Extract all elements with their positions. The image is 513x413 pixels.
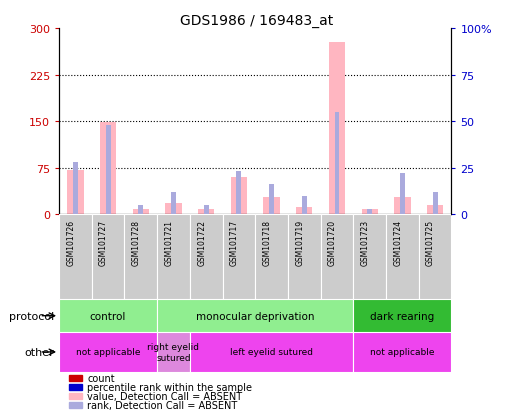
- Text: not applicable: not applicable: [76, 348, 140, 356]
- Text: control: control: [90, 311, 126, 321]
- Text: GSM101726: GSM101726: [66, 219, 75, 265]
- Bar: [139, 206, 143, 215]
- Bar: [59, 215, 92, 299]
- Bar: [106, 126, 110, 215]
- Text: GSM101722: GSM101722: [197, 219, 206, 265]
- Text: other: other: [24, 347, 54, 357]
- Bar: [73, 163, 78, 215]
- Bar: [334, 112, 340, 215]
- Text: GSM101717: GSM101717: [230, 219, 239, 265]
- Bar: [92, 215, 125, 299]
- Bar: [353, 299, 451, 332]
- Bar: [171, 192, 176, 215]
- Bar: [124, 215, 157, 299]
- Bar: [296, 207, 312, 215]
- Bar: [362, 210, 378, 215]
- Bar: [132, 210, 149, 215]
- Bar: [190, 215, 223, 299]
- Bar: [67, 170, 84, 215]
- Text: GSM101720: GSM101720: [328, 219, 337, 265]
- Bar: [263, 197, 280, 215]
- Text: GSM101719: GSM101719: [295, 219, 304, 265]
- Text: protocol: protocol: [9, 311, 54, 321]
- Bar: [329, 43, 345, 215]
- Text: value, Detection Call = ABSENT: value, Detection Call = ABSENT: [87, 391, 242, 401]
- Bar: [394, 197, 410, 215]
- Bar: [321, 215, 353, 299]
- Bar: [157, 215, 190, 299]
- Text: GSM101718: GSM101718: [263, 219, 271, 265]
- Bar: [432, 192, 438, 215]
- Bar: [231, 178, 247, 215]
- Bar: [157, 299, 353, 332]
- Bar: [59, 299, 157, 332]
- Bar: [204, 206, 209, 215]
- Text: monocular deprivation: monocular deprivation: [196, 311, 314, 321]
- Bar: [223, 215, 255, 299]
- Text: rank, Detection Call = ABSENT: rank, Detection Call = ABSENT: [87, 400, 238, 410]
- Bar: [255, 215, 288, 299]
- Bar: [419, 215, 451, 299]
- Text: GSM101721: GSM101721: [165, 219, 173, 265]
- Bar: [353, 332, 451, 372]
- Bar: [269, 185, 274, 215]
- Bar: [427, 206, 443, 215]
- Text: right eyelid
sutured: right eyelid sutured: [147, 342, 200, 362]
- Bar: [198, 210, 214, 215]
- Bar: [367, 209, 372, 215]
- Bar: [59, 332, 157, 372]
- Bar: [190, 332, 353, 372]
- Bar: [165, 204, 182, 215]
- Text: left eyelid sutured: left eyelid sutured: [230, 348, 313, 356]
- Bar: [100, 123, 116, 215]
- Text: GSM101724: GSM101724: [393, 219, 402, 265]
- Text: GSM101728: GSM101728: [132, 219, 141, 265]
- Bar: [288, 215, 321, 299]
- Bar: [353, 215, 386, 299]
- Text: GSM101727: GSM101727: [99, 219, 108, 265]
- Text: count: count: [87, 373, 115, 383]
- Text: percentile rank within the sample: percentile rank within the sample: [87, 382, 252, 392]
- Text: GSM101723: GSM101723: [361, 219, 370, 265]
- Bar: [236, 172, 241, 215]
- Bar: [157, 332, 190, 372]
- Text: not applicable: not applicable: [370, 348, 435, 356]
- Text: GDS1986 / 169483_at: GDS1986 / 169483_at: [180, 14, 333, 28]
- Text: dark rearing: dark rearing: [370, 311, 435, 321]
- Bar: [400, 174, 405, 215]
- Bar: [386, 215, 419, 299]
- Bar: [302, 196, 307, 215]
- Text: GSM101725: GSM101725: [426, 219, 435, 265]
